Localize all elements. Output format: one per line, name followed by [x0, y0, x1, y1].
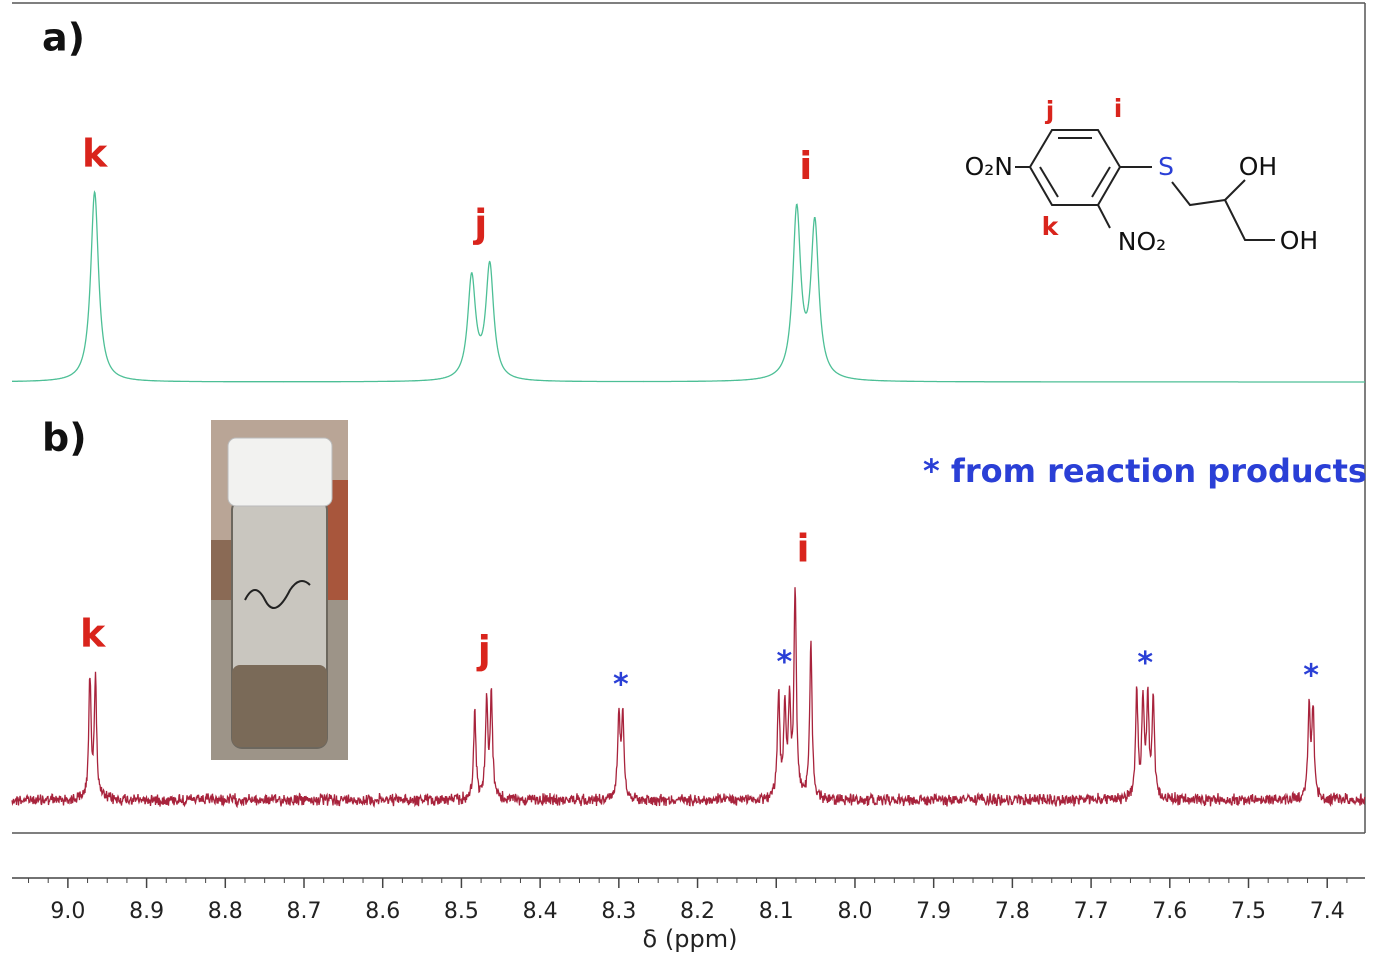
spectrum-peak — [11, 677, 94, 806]
x-tick-label: 9.0 — [50, 899, 85, 924]
x-tick-label: 8.8 — [208, 899, 243, 924]
spectrum-peak — [699, 689, 783, 806]
vial-photo — [211, 420, 348, 760]
panel-label: a) — [42, 16, 85, 60]
x-tick-label: 8.3 — [601, 899, 636, 924]
x-tick-label: 7.4 — [1310, 899, 1345, 924]
x-tick-label: 8.4 — [523, 899, 558, 924]
x-tick-label: 7.5 — [1231, 899, 1266, 924]
spectrum-peak — [643, 203, 807, 383]
molecule-bonds — [1015, 129, 1275, 241]
peak-label: * — [613, 667, 629, 702]
peak-label: j — [476, 628, 491, 672]
spectrum-peak — [805, 216, 1365, 383]
atom-group: S — [1158, 152, 1174, 181]
x-tick-label: 8.6 — [365, 899, 400, 924]
spectrum-peak — [1144, 686, 1152, 758]
spectrum-peak — [1138, 689, 1147, 765]
peak-label: i — [797, 527, 810, 571]
spectrum-peak — [802, 640, 975, 807]
x-tick-label: 8.9 — [129, 899, 164, 924]
x-tick-label: 8.2 — [680, 899, 715, 924]
spectrum-peak — [480, 260, 644, 383]
proton-label: i — [1114, 94, 1123, 123]
spectrum-peak — [780, 695, 789, 763]
panel-label: b) — [42, 416, 87, 460]
peak-label: k — [80, 611, 106, 655]
atom-group: NO₂ — [1118, 227, 1166, 256]
peak-label: * — [777, 645, 793, 680]
atom-group: O₂N — [965, 152, 1013, 181]
atom-group: OH — [1280, 226, 1318, 255]
spectrum-peak — [1230, 698, 1313, 806]
spectrum-peak — [1310, 705, 1366, 808]
spectrum-peak — [554, 707, 622, 807]
x-tick-label: 7.6 — [1152, 899, 1187, 924]
spectrum-peak — [1149, 693, 1233, 807]
x-tick-label: 8.1 — [759, 899, 794, 924]
spectrum-peak — [487, 688, 557, 807]
peak-label: * — [1137, 646, 1153, 681]
x-tick-label: 8.0 — [837, 899, 872, 924]
x-tick-label: 8.5 — [444, 899, 479, 924]
spectrum-peak — [283, 272, 482, 383]
spectrum-peak — [480, 693, 490, 788]
atom-group: OH — [1239, 152, 1277, 181]
x-axis-label: δ (ppm) — [643, 925, 738, 953]
spectrum-peak — [791, 587, 805, 788]
proton-label: j — [1045, 96, 1055, 125]
x-tick-label: 7.8 — [995, 899, 1030, 924]
peak-label: i — [799, 144, 812, 188]
spectrum-peak — [972, 686, 1141, 807]
spectrum-peak — [786, 685, 794, 745]
x-tick-label: 7.9 — [916, 899, 951, 924]
x-tick-label: 7.7 — [1074, 899, 1109, 924]
x-tick-label: 8.7 — [287, 899, 322, 924]
annotation: * from reaction products — [923, 452, 1367, 490]
spectrum-peak — [92, 671, 287, 809]
spectrum-peak — [12, 190, 284, 383]
peak-label: * — [1303, 658, 1319, 693]
spectrum-peak — [284, 708, 482, 808]
proton-label: k — [1042, 212, 1060, 241]
peak-label: j — [472, 201, 487, 245]
peak-label: k — [82, 132, 108, 176]
spectrum-peak — [619, 707, 702, 807]
